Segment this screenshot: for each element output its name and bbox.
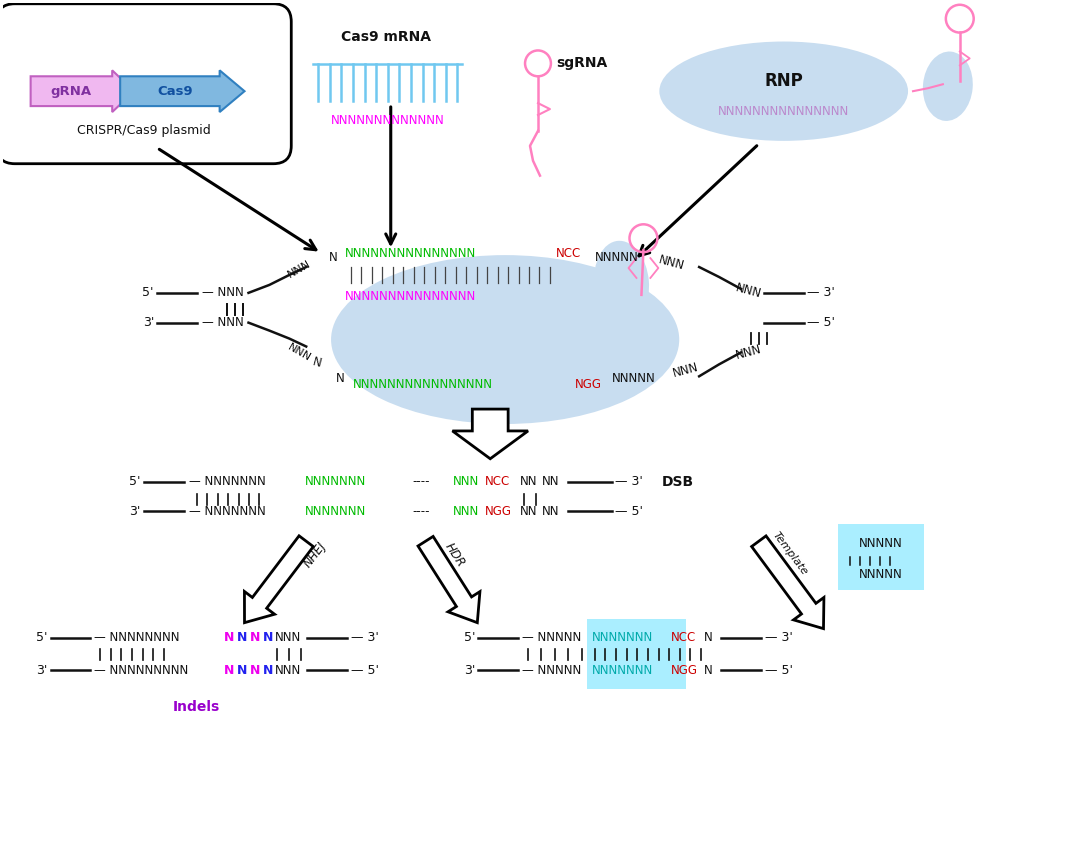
Text: — NNNNNNNNN: — NNNNNNNNN — [94, 664, 189, 677]
Text: — NNNNN: — NNNNN — [522, 664, 581, 677]
Text: ----: ---- — [412, 475, 430, 488]
Text: NGG: NGG — [672, 664, 698, 677]
Text: NCC: NCC — [555, 246, 581, 260]
Text: Cas9 mRNA: Cas9 mRNA — [341, 30, 430, 44]
Text: N: N — [223, 631, 234, 644]
Text: N: N — [311, 355, 323, 370]
Text: — NNN: — NNN — [202, 286, 244, 300]
Polygon shape — [245, 536, 313, 623]
Text: NNN: NNN — [286, 342, 313, 363]
Text: CRISPR/Cas9 plasmid: CRISPR/Cas9 plasmid — [77, 124, 210, 138]
Text: — 3': — 3' — [806, 286, 834, 300]
Text: N: N — [704, 664, 712, 677]
Ellipse shape — [923, 51, 973, 121]
Text: gRNA: gRNA — [51, 84, 92, 98]
Text: 3': 3' — [143, 316, 154, 329]
Text: NNNNN: NNNNN — [612, 372, 656, 385]
Text: — 5': — 5' — [765, 664, 792, 677]
Text: NGG: NGG — [575, 378, 601, 391]
Text: NNNNNNNNNNNNNNN: NNNNNNNNNNNNNNN — [345, 246, 476, 260]
Text: N: N — [336, 372, 345, 385]
Text: 3': 3' — [36, 664, 48, 677]
Text: 3': 3' — [464, 664, 475, 677]
Text: NNNNNNNNNNNNNNNN: NNNNNNNNNNNNNNNN — [352, 378, 493, 391]
Text: N: N — [236, 631, 247, 644]
Text: — NNN: — NNN — [202, 316, 244, 329]
Text: N: N — [250, 664, 260, 677]
Text: NCC: NCC — [485, 475, 511, 488]
Text: NN: NN — [520, 475, 537, 488]
Text: Cas9: Cas9 — [157, 84, 192, 98]
Text: NNNNN: NNNNN — [860, 569, 904, 582]
FancyBboxPatch shape — [586, 652, 687, 690]
FancyArrow shape — [31, 70, 135, 112]
Text: HDR: HDR — [442, 541, 468, 570]
Text: 5': 5' — [142, 286, 154, 300]
FancyArrow shape — [121, 70, 245, 112]
Text: NNN: NNN — [658, 253, 686, 273]
FancyBboxPatch shape — [0, 3, 292, 164]
Text: NN: NN — [520, 505, 537, 518]
Text: DSB: DSB — [661, 474, 693, 489]
Text: Indels: Indels — [173, 701, 220, 714]
Text: — 3': — 3' — [765, 631, 792, 644]
Ellipse shape — [331, 255, 679, 424]
Text: NNN: NNN — [734, 281, 763, 300]
Text: NNNNN: NNNNN — [595, 251, 639, 263]
Text: NNNNN: NNNNN — [860, 537, 904, 549]
Text: 5': 5' — [36, 631, 48, 644]
Polygon shape — [418, 537, 480, 623]
Text: NNN: NNN — [276, 664, 301, 677]
Text: N: N — [250, 631, 260, 644]
Text: NNN: NNN — [453, 475, 478, 488]
Text: N: N — [704, 631, 712, 644]
Text: ----: ---- — [412, 505, 430, 518]
Text: NNN: NNN — [734, 343, 763, 362]
Text: NN: NN — [541, 475, 560, 488]
Text: NNNNNNN: NNNNNNN — [305, 505, 366, 518]
Text: 5': 5' — [128, 475, 140, 488]
Text: — 3': — 3' — [351, 631, 379, 644]
Text: Template: Template — [771, 529, 810, 576]
Text: NN: NN — [541, 505, 560, 518]
Text: 3': 3' — [128, 505, 140, 518]
FancyBboxPatch shape — [838, 524, 924, 590]
Text: 5': 5' — [464, 631, 475, 644]
Text: NNNNNNN: NNNNNNN — [305, 475, 366, 488]
Text: NNN: NNN — [672, 360, 700, 380]
Text: NGG: NGG — [485, 505, 513, 518]
Text: — 5': — 5' — [806, 316, 834, 329]
Text: NNNNNNN: NNNNNNN — [592, 664, 653, 677]
Text: NHEJ: NHEJ — [301, 540, 329, 571]
Text: — NNNNNNNN: — NNNNNNNN — [94, 631, 179, 644]
Text: N: N — [263, 664, 272, 677]
Polygon shape — [752, 536, 823, 629]
Ellipse shape — [659, 41, 908, 141]
Text: — NNNNN: — NNNNN — [522, 631, 581, 644]
Text: NNN: NNN — [276, 631, 301, 644]
Text: N: N — [329, 251, 337, 263]
Ellipse shape — [594, 241, 649, 325]
Text: sgRNA: sgRNA — [555, 57, 607, 70]
Polygon shape — [453, 409, 528, 459]
Text: N: N — [223, 664, 234, 677]
FancyBboxPatch shape — [586, 619, 687, 657]
Text: — 5': — 5' — [614, 505, 643, 518]
Text: NCC: NCC — [672, 631, 696, 644]
Text: NNNNNNN: NNNNNNN — [592, 631, 653, 644]
Text: NNN: NNN — [453, 505, 478, 518]
Text: NNN: NNN — [286, 258, 313, 279]
Text: N: N — [263, 631, 272, 644]
Text: — 3': — 3' — [614, 475, 643, 488]
Text: — 5': — 5' — [351, 664, 379, 677]
Text: NNNNNNNNNNNNN: NNNNNNNNNNNNN — [331, 115, 444, 127]
Text: — NNNNNNN: — NNNNNNN — [189, 475, 266, 488]
Text: — NNNNNNN: — NNNNNNN — [189, 505, 266, 518]
Text: NNNNNNNNNNNNNNN: NNNNNNNNNNNNNNN — [718, 105, 849, 117]
Text: RNP: RNP — [765, 73, 803, 90]
Text: NNNNNNNNNNNNNNN: NNNNNNNNNNNNNNN — [345, 290, 476, 303]
Text: N: N — [236, 664, 247, 677]
